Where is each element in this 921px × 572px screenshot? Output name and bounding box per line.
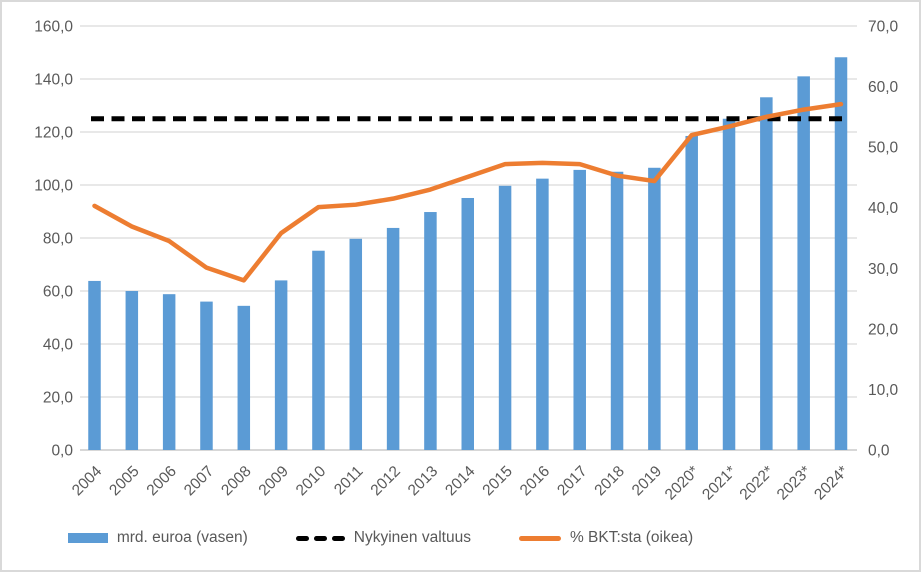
bar-2006 <box>162 294 176 450</box>
left-axis-tick-label: 60,0 <box>43 284 74 301</box>
left-axis-tick-label: 120,0 <box>34 125 73 142</box>
left-axis-tick-label: 160,0 <box>34 19 73 36</box>
x-axis-label-2009: 2009 <box>256 463 292 499</box>
right-axis-tick-label: 70,0 <box>868 19 899 36</box>
x-axis-label-2014: 2014 <box>442 463 479 500</box>
bar-2015 <box>498 185 512 451</box>
legend-label-pct: % BKT:sta (oikea) <box>569 529 694 546</box>
right-axis-tick-label: 20,0 <box>868 321 899 338</box>
x-axis-label-2012: 2012 <box>368 463 404 499</box>
x-axis-label-2010: 2010 <box>293 463 330 500</box>
right-axis-tick-label: 50,0 <box>868 140 899 157</box>
right-axis-tick-label: 30,0 <box>868 261 899 278</box>
x-axis-label-2018: 2018 <box>591 463 627 499</box>
legend-item-bars: mrd. euroa (vasen) <box>67 529 248 547</box>
legend-label-bars: mrd. euroa (vasen) <box>116 529 248 546</box>
bar-2019 <box>648 167 661 450</box>
bar-2020* <box>685 135 698 450</box>
x-axis-label-2020*: 2020* <box>662 463 703 504</box>
right-axis-tick-label: 10,0 <box>868 382 899 399</box>
x-axis-label-2006: 2006 <box>144 463 180 499</box>
x-axis-label-2021*: 2021* <box>699 463 740 504</box>
x-axis-label-2015: 2015 <box>479 463 515 499</box>
bar-2005 <box>125 291 139 450</box>
bar-2004 <box>88 280 101 450</box>
x-axis-label-2022*: 2022* <box>737 463 778 504</box>
right-axis-tick-label: 60,0 <box>868 79 899 96</box>
left-axis-tick-label: 20,0 <box>43 390 74 407</box>
legend-item-authorization: Nykyinen valtuus <box>295 529 471 547</box>
bar-2010 <box>312 250 325 450</box>
left-axis-tick-label: 100,0 <box>34 178 73 195</box>
right-axis-tick-label: 0,0 <box>868 443 890 460</box>
bar-2011 <box>349 238 363 450</box>
bar-2009 <box>274 280 288 450</box>
left-axis-tick-label: 40,0 <box>43 337 74 354</box>
x-axis-label-2004: 2004 <box>69 463 106 500</box>
legend: mrd. euroa (vasen) Nykyinen valtuus % BK… <box>2 529 839 547</box>
bar-2012 <box>386 227 400 450</box>
legend-item-pct: % BKT:sta (oikea) <box>518 529 694 547</box>
bar-2017 <box>573 169 586 450</box>
bar-2018 <box>610 171 624 450</box>
x-axis-label-2011: 2011 <box>331 463 367 499</box>
pct-line-swatch-icon <box>518 535 561 541</box>
right-axis-tick-label: 40,0 <box>868 200 899 217</box>
bar-2008 <box>237 305 251 450</box>
x-axis-label-2017: 2017 <box>554 463 590 499</box>
bar-2014 <box>461 197 474 450</box>
legend-label-authorization: Nykyinen valtuus <box>353 529 471 546</box>
x-axis-label-2005: 2005 <box>106 463 142 499</box>
x-axis-label-2023*: 2023* <box>774 463 815 504</box>
left-axis-tick-label: 80,0 <box>43 231 74 248</box>
bar-2013 <box>424 212 437 450</box>
left-axis-tick-label: 140,0 <box>34 72 73 89</box>
bar-2024* <box>834 57 848 451</box>
bar-2023* <box>797 76 810 450</box>
bar-2016 <box>536 178 549 450</box>
x-axis-label-2016: 2016 <box>517 463 553 499</box>
bar-2021* <box>722 118 736 450</box>
bar-2022* <box>760 97 773 450</box>
x-axis-label-2019: 2019 <box>629 463 665 499</box>
bar-2007 <box>200 301 213 450</box>
pct-line <box>92 101 844 283</box>
x-axis-label-2024*: 2024* <box>811 463 852 504</box>
x-axis-label-2013: 2013 <box>405 463 441 499</box>
x-axis-label-2008: 2008 <box>218 463 254 499</box>
x-axis-label-2007: 2007 <box>181 463 217 499</box>
bar-series-swatch-icon <box>67 533 108 543</box>
left-axis-tick-label: 0,0 <box>51 443 73 460</box>
dashed-line-swatch-icon <box>295 535 345 541</box>
